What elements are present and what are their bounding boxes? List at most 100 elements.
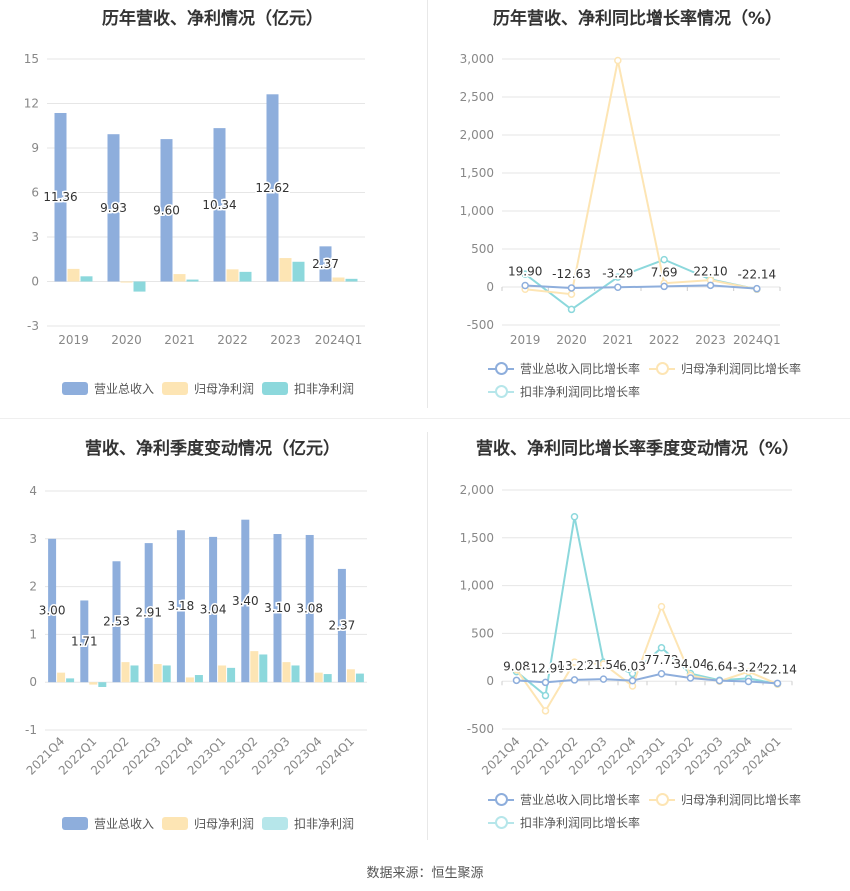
data-point	[599, 660, 608, 668]
bar	[209, 536, 218, 683]
bar	[185, 677, 194, 683]
data-point	[541, 678, 550, 687]
bar	[144, 543, 153, 683]
y-tick-label: -500	[467, 722, 494, 736]
y-tick-label: 3,000	[460, 52, 494, 66]
data-point	[744, 667, 753, 676]
x-tick-label: 2022	[649, 333, 680, 347]
deducted-growth-symbol	[488, 385, 514, 398]
legend-net-profit-growth-label: 归母净利润同比增长率	[681, 362, 802, 376]
y-tick-label: 1,500	[460, 166, 494, 180]
data-label: -3.24	[733, 661, 764, 675]
data-label: 2.91	[135, 606, 162, 620]
data-point	[541, 707, 550, 715]
x-tick-label: 2020	[556, 333, 587, 347]
annual-growth-panel: 历年营收、净利同比增长率情况（%） -500 0 500 1,000 1,500 2,00…	[425, 0, 850, 410]
bar	[218, 665, 227, 683]
y-tick-label: 0	[29, 675, 37, 689]
bar	[120, 281, 133, 283]
legend-revenue[interactable]: 营业总收入	[62, 815, 154, 832]
vertical-divider	[427, 0, 428, 408]
data-point	[660, 255, 668, 264]
x-tick-label: 2019	[58, 333, 89, 347]
data-point	[570, 676, 579, 684]
legend-net-profit-growth[interactable]: 归母净利润同比增长率	[649, 791, 801, 808]
legend-deducted-profit-label: 扣非净利润	[294, 817, 355, 831]
data-label: 3.08	[296, 602, 323, 616]
quarter-line-chart: -500 0 500 1,000 1,500 2,000 9.08-12.9013.2221…	[460, 483, 799, 778]
data-point	[599, 675, 608, 683]
data-label: 2.53	[103, 615, 130, 629]
net-profit-growth-symbol	[649, 362, 675, 375]
annual-line-chart: -500 0 500 1,000 1,500 2,000 2,500 3,000 19.90 -1…	[460, 52, 781, 347]
y-tick-label: 9	[31, 141, 39, 155]
data-label: 9.93	[100, 201, 127, 215]
legend-net-profit[interactable]: 归母净利润	[162, 380, 254, 397]
y-tick-label: 2,500	[460, 90, 494, 104]
bar	[337, 568, 346, 683]
deducted-profit-swatch	[262, 817, 288, 830]
bar	[332, 277, 345, 282]
legend-deducted-growth-label: 扣非净利润同比增长率	[520, 385, 641, 399]
annual-line-title: 历年营收、净利同比增长率情况（%）	[492, 9, 783, 29]
series-line	[516, 672, 778, 685]
data-point	[570, 658, 579, 666]
legend-deducted-growth[interactable]: 扣非净利润同比增长率	[488, 814, 640, 831]
legend-revenue-growth[interactable]: 营业总收入同比增长率	[488, 791, 640, 808]
data-label: 12.62	[255, 181, 289, 195]
y-tick-label: 2	[29, 580, 37, 594]
data-label: 1.71	[71, 634, 98, 648]
data-point	[614, 273, 622, 281]
bar	[227, 667, 236, 683]
bar	[66, 678, 75, 683]
bar	[279, 258, 292, 282]
x-tick-label: 2022	[217, 333, 248, 347]
y-tick-label: 0	[31, 275, 39, 289]
bar	[186, 279, 199, 282]
quarter-bar-title: 营收、净利季度变动情况（亿元）	[85, 439, 340, 459]
y-tick-label: 2,000	[460, 128, 494, 142]
bar	[226, 269, 239, 282]
legend-net-profit-growth[interactable]: 归母净利润同比增长率	[649, 360, 801, 377]
bar	[266, 94, 279, 282]
legend-deducted-growth[interactable]: 扣非净利润同比增长率	[488, 383, 640, 400]
bar	[160, 139, 173, 282]
x-tick-label: 2024Q1	[733, 333, 781, 347]
data-label: 9.08	[503, 659, 530, 673]
data-label: 7.69	[651, 265, 678, 279]
quarter-bar-legend: 营业总收入 归母净利润 扣非净利润	[0, 815, 425, 835]
y-tick-label: 2,000	[460, 483, 494, 497]
data-label: 6.03	[619, 660, 646, 674]
y-tick-label: 0	[486, 674, 494, 688]
legend-revenue[interactable]: 营业总收入	[62, 380, 154, 397]
legend-revenue-growth[interactable]: 营业总收入同比增长率	[488, 360, 640, 377]
vertical-divider	[427, 432, 428, 840]
bar	[130, 665, 139, 683]
y-tick-label: 6	[31, 186, 39, 200]
legend-deducted-profit-label: 扣非净利润	[294, 382, 355, 396]
net-profit-swatch	[162, 817, 188, 830]
quarterly-revenue-profit-panel: 营收、净利季度变动情况（亿元） -1 0 1 2 3 4 3.00 1.71 2.53 2.91 3…	[0, 430, 425, 840]
data-label: 3.18	[168, 599, 195, 613]
data-point	[706, 281, 715, 290]
data-point	[512, 665, 521, 674]
bar	[80, 276, 93, 282]
legend-net-profit[interactable]: 归母净利润	[162, 815, 254, 832]
bar	[194, 675, 203, 683]
bar	[241, 519, 250, 683]
bar	[282, 662, 291, 683]
legend-net-profit-label: 归母净利润	[194, 817, 255, 831]
legend-deducted-profit[interactable]: 扣非净利润	[262, 380, 354, 397]
series-line	[525, 60, 758, 296]
data-label: 2.37	[312, 257, 339, 271]
data-point	[614, 56, 622, 65]
legend-deducted-profit[interactable]: 扣非净利润	[262, 815, 354, 832]
annual-revenue-profit-panel: 历年营收、净利情况（亿元） -3 0 3 6 9 12 15 11.36 9.93 9.60 10.…	[0, 0, 425, 410]
data-label: 3.00	[39, 604, 66, 618]
data-label: 3.10	[264, 601, 291, 615]
data-point	[521, 281, 529, 290]
data-label: 9.60	[153, 203, 180, 217]
data-source-note: 数据来源：恒生聚源	[366, 866, 484, 881]
data-label: -22.14	[758, 662, 797, 676]
bar	[213, 128, 226, 282]
